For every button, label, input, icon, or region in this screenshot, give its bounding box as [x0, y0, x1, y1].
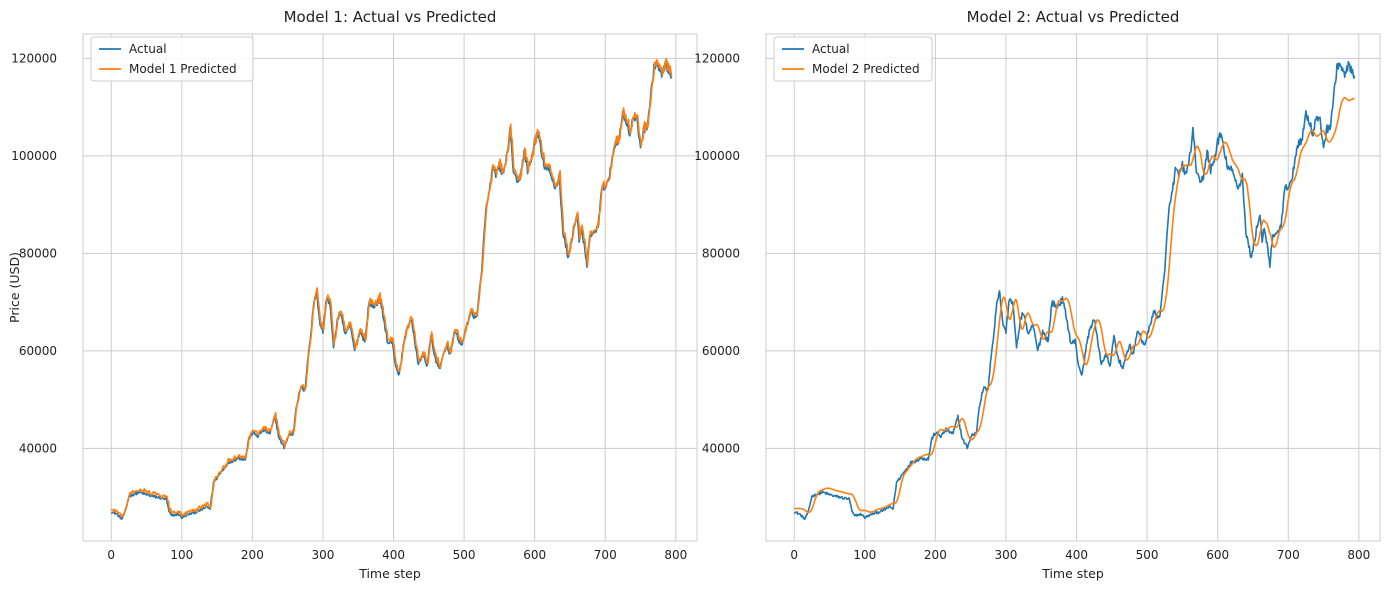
y-axis-label: Price (USD) [7, 252, 22, 323]
y-tick-label: 120000 [694, 51, 740, 65]
legend-label-actual: Actual [812, 42, 850, 56]
model-1-chart: Model 1: Actual vs Predicted Time step P… [7, 8, 698, 581]
y-tick-label: 100000 [11, 149, 57, 163]
x-tick-label: 100 [853, 548, 876, 562]
actual-series-line [793, 60, 1356, 520]
y-tick-label: 100000 [694, 149, 740, 163]
legend-label-actual: Actual [129, 42, 167, 56]
y-tick-label: 60000 [19, 344, 57, 358]
x-tick-label: 400 [382, 548, 405, 562]
x-tick-label: 700 [1277, 548, 1300, 562]
x-tick-label: 400 [1065, 548, 1088, 562]
x-tick-label: 200 [241, 548, 264, 562]
x-tick-label: 600 [1206, 548, 1229, 562]
predicted-series-line [110, 57, 673, 518]
x-tick-label: 0 [107, 548, 115, 562]
plot-lines [110, 57, 673, 520]
x-tick-label: 300 [995, 548, 1018, 562]
plot-lines [793, 60, 1356, 520]
x-tick-label: 500 [1136, 548, 1159, 562]
model-2-chart: Model 2: Actual vs Predicted Time step 0… [694, 8, 1381, 581]
legend-label-predicted: Model 2 Predicted [812, 62, 920, 76]
x-tick-label: 800 [664, 548, 687, 562]
x-tick-label: 0 [790, 548, 798, 562]
gridlines [83, 34, 697, 541]
y-tick-label: 80000 [702, 246, 740, 260]
x-tick-label: 800 [1347, 548, 1370, 562]
actual-series-line [110, 60, 673, 520]
x-tick-label: 200 [924, 548, 947, 562]
x-tick-label: 600 [523, 548, 546, 562]
plot-frame [765, 33, 1381, 542]
legend-label-predicted: Model 1 Predicted [129, 62, 237, 76]
x-axis-label: Time step [358, 566, 421, 581]
chart-title: Model 1: Actual vs Predicted [284, 8, 497, 26]
y-tick-label: 60000 [702, 344, 740, 358]
x-tick-label: 700 [594, 548, 617, 562]
y-tick-label: 40000 [19, 441, 57, 455]
y-tick-label: 80000 [19, 246, 57, 260]
legend-box [773, 36, 933, 82]
y-tick-label: 40000 [702, 441, 740, 455]
x-tick-label: 300 [312, 548, 335, 562]
x-axis-label: Time step [1041, 566, 1104, 581]
plot-frame [82, 33, 698, 542]
legend-box [90, 36, 254, 82]
y-tick-label: 120000 [11, 51, 57, 65]
x-tick-label: 100 [170, 548, 193, 562]
x-tick-label: 500 [453, 548, 476, 562]
predicted-series-line [794, 96, 1355, 514]
gridlines [766, 34, 1380, 541]
chart-title: Model 2: Actual vs Predicted [967, 8, 1180, 26]
